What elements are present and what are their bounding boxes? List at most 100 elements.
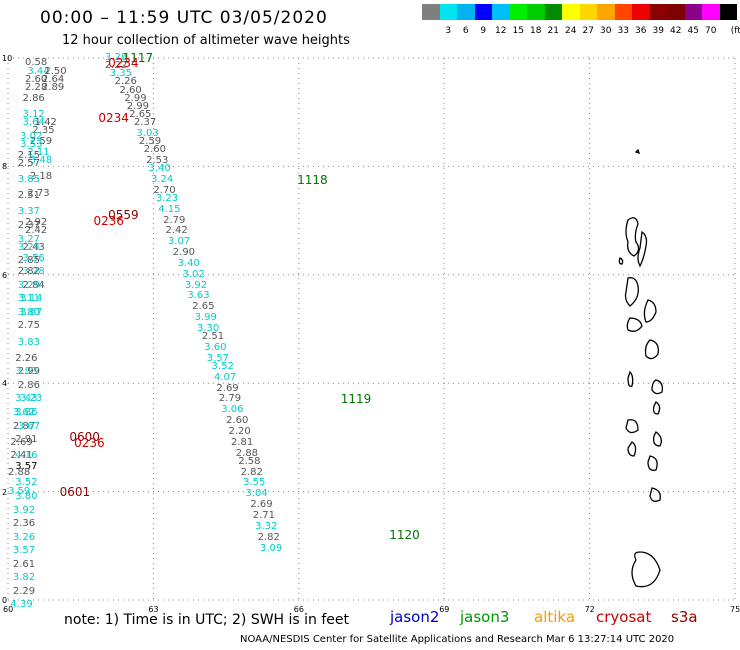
colorbar-swatch [632, 4, 650, 20]
map-title: 00:00 – 11:59 UTC 03/05/2020 [40, 8, 328, 28]
wave-height-value: 2.37 [17, 220, 40, 232]
wave-height-value: 2.70 [153, 184, 176, 196]
wave-height-value: 2.89 [41, 81, 65, 93]
island-outline [644, 339, 659, 360]
island-outline [651, 379, 664, 395]
wave-height-value: 2.41 [10, 450, 33, 462]
wave-height-value: 2.99 [126, 100, 149, 112]
wave-height-value: 2.18 [29, 171, 53, 183]
colorbar-swatch [667, 4, 685, 20]
wave-height-value: 2.35 [32, 125, 55, 137]
colorbar-label: 21 [547, 26, 559, 36]
wave-height-value: 2.82 [17, 266, 40, 278]
wave-height-value: 2.28 [24, 81, 48, 93]
credit-line: NOAA/NESDIS Center for Satellite Applica… [240, 634, 675, 645]
y-tick-label: 8 [2, 162, 8, 172]
y-tick-label: 10 [2, 54, 13, 63]
wave-height-value: 2.71 [252, 509, 276, 521]
wave-height-value: 2.82 [257, 531, 280, 543]
wave-height-value: 3.85 [17, 173, 40, 185]
wave-height-value: 3.24 [17, 241, 40, 253]
x-tick-label: 60 [3, 605, 14, 614]
wave-height-value: 2.42 [165, 225, 188, 237]
wave-height-value: 2.79 [163, 214, 186, 226]
wave-height-value: 3.56 [22, 252, 45, 264]
colorbar-label: 39 [652, 26, 664, 36]
wave-height-value: 2.87 [12, 420, 36, 432]
wave-height-value: 3.92 [184, 279, 208, 291]
colorbar-label: 42 [670, 26, 682, 36]
wave-height-value: 2.81 [230, 436, 254, 448]
wave-height-value: 2.64 [41, 73, 65, 85]
footnote: note: 1) Time is in UTC; 2) SWH is in fe… [64, 612, 350, 628]
wave-height-value: 2.82 [240, 466, 263, 478]
wave-height-value: 3.37 [17, 206, 40, 218]
colorbar-swatch [562, 4, 580, 20]
island-outline [625, 217, 640, 257]
colorbar-swatch [422, 4, 440, 20]
colorbar-label: 12 [495, 26, 507, 36]
island-outline [634, 148, 641, 155]
wave-height-value: 3.28 [22, 266, 45, 278]
wave-height-value: 3.43 [15, 393, 38, 405]
island-outline [647, 455, 658, 471]
wave-height-value: 3.24 [150, 173, 174, 185]
wave-height-value: 3.26 [12, 531, 36, 543]
wave-height-value: 2.29 [12, 585, 36, 597]
wave-height-value: 2.86 [17, 379, 40, 391]
wave-height-value: 2.90 [172, 247, 196, 259]
colorbar-unit: (ft) [730, 26, 740, 36]
island-outline [652, 431, 662, 447]
wave-height-value: 3.07 [167, 236, 191, 248]
wave-height-value: 3.48 [29, 154, 53, 166]
colorbar-swatch [719, 4, 737, 20]
wave-height-value: 2.53 [146, 154, 169, 166]
wave-height-value: 3.03 [136, 127, 159, 139]
colorbar-swatch [439, 4, 457, 20]
colorbar-label: 30 [600, 26, 612, 36]
wave-height-value: 3.40 [148, 163, 171, 175]
wave-height-value: 3.92 [12, 504, 36, 516]
wave-height-value: 2.26 [114, 76, 137, 88]
pass-time-label: 0234 [98, 110, 129, 125]
wave-height-value: 2.79 [218, 393, 242, 405]
colorbar-label: 27 [582, 26, 594, 36]
wave-height-value: 3.99 [194, 312, 217, 324]
pass-time-label: 1119 [340, 392, 372, 407]
wave-height-value: 3.09 [260, 542, 283, 554]
colorbar-swatch [492, 4, 510, 20]
wave-height-value: 2.69 [250, 499, 273, 511]
wave-height-value: 3.02 [182, 268, 205, 280]
wave-height-value: 2.84 [22, 279, 45, 291]
wave-height-value: 3.28 [104, 52, 128, 63]
map-subtitle: 12 hour collection of altimeter wave hei… [62, 33, 350, 48]
wave-height-value: 3.44 [27, 65, 50, 77]
wave-height-value: 3.67 [17, 420, 40, 432]
wave-height-value: 2.51 [201, 331, 225, 343]
pass-time-label: 1117 [122, 51, 154, 65]
wave-height-value: 2.99 [124, 92, 147, 104]
wave-height-value: 2.37 [134, 117, 157, 129]
wave-height-value: 3.40 [177, 257, 200, 269]
wave-height-value: 3.67 [20, 306, 43, 318]
wave-height-value: 2.86 [22, 92, 45, 104]
colorbar-label: 9 [480, 26, 487, 36]
wave-height-value: 3.82 [12, 572, 36, 584]
wave-height-value: 4.39 [10, 599, 33, 611]
wave-height-value: 2.59 [29, 136, 53, 147]
wave-height-value: 2.15 [17, 149, 40, 161]
wave-height-value: 2.73 [27, 187, 50, 199]
wave-height-value: 3.83 [17, 336, 40, 348]
legend-entry-cryosat: cryosat [596, 608, 652, 626]
wave-height-value: 3.80 [17, 306, 40, 318]
wave-height-value: 0.58 [24, 57, 48, 69]
wave-height-value: 2.60 [143, 144, 166, 156]
wave-height-value: 3.27 [17, 233, 40, 245]
x-tick-label: 72 [584, 605, 595, 614]
colorbar-swatch [544, 4, 562, 20]
wave-height-value: 2.43 [22, 241, 45, 253]
island-outline [637, 230, 648, 268]
wave-height-value: 3.35 [109, 68, 133, 80]
wave-height-value: 3.12 [22, 108, 45, 120]
